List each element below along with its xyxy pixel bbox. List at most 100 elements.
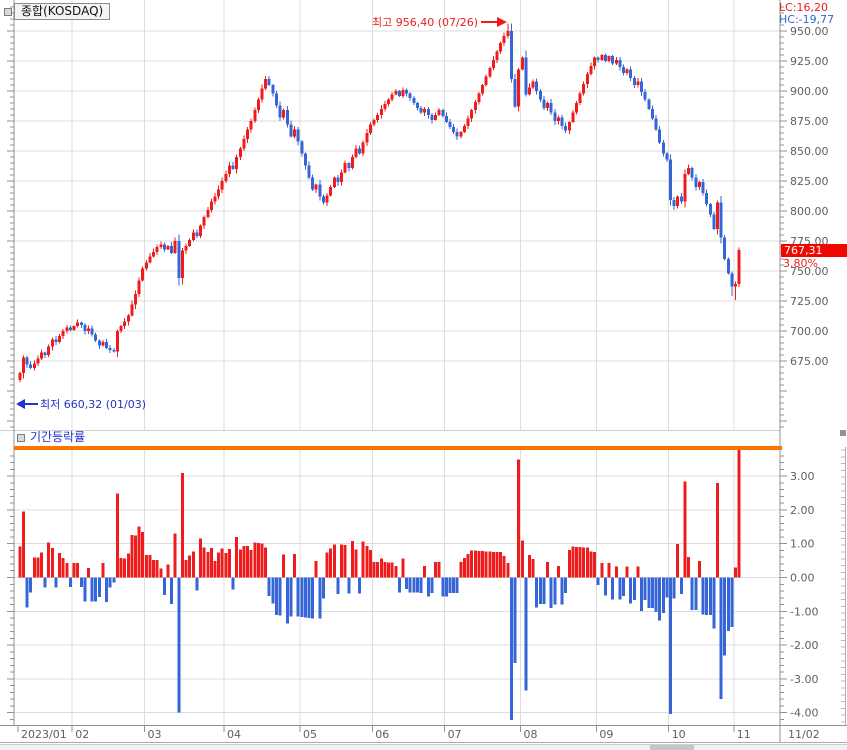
price-tick-label: 750.00 [790, 265, 829, 278]
candle-body [340, 172, 344, 183]
candle-body [708, 203, 712, 215]
pct-tick-label: 2.00 [790, 504, 815, 517]
candle-body [614, 59, 618, 64]
horizontal-scrollbar-track[interactable] [0, 744, 847, 750]
candle-body [260, 88, 264, 100]
candle-body [524, 57, 528, 95]
candle-body [238, 148, 242, 157]
x-axis-tick-label: 03 [148, 728, 162, 741]
candle-body [162, 244, 166, 250]
candle-body [426, 109, 430, 115]
candle-body [332, 177, 336, 187]
candle-body [144, 262, 148, 269]
change-bar [488, 551, 492, 578]
candle-body [372, 119, 376, 125]
candle-body [65, 327, 69, 331]
change-bar [340, 544, 344, 578]
candle-body [217, 189, 221, 197]
price-tick-label: 950.00 [790, 25, 829, 38]
high-annotation-arrow-head [497, 17, 507, 27]
change-bar [408, 577, 412, 593]
change-bar [397, 577, 401, 593]
candle-body [441, 110, 445, 117]
symbol-legend-icon[interactable] [4, 8, 12, 16]
change-bar [405, 577, 409, 589]
candle-body [184, 245, 188, 251]
change-bar [509, 577, 513, 720]
candle-body [629, 69, 633, 78]
change-bar [593, 551, 597, 578]
candle-body [394, 91, 398, 95]
change-bar [640, 577, 644, 612]
change-bar [246, 546, 250, 578]
candle-body [307, 165, 311, 178]
change-bar [585, 547, 589, 578]
price-tick-label: 850.00 [790, 145, 829, 158]
change-bar [607, 562, 611, 578]
candle-body [227, 165, 231, 174]
candle-body [76, 322, 80, 327]
candle-body [155, 247, 159, 252]
candle-body [32, 363, 36, 369]
change-bar [336, 577, 340, 594]
candle-body [462, 125, 466, 132]
candle-body [705, 193, 709, 204]
change-bar [473, 550, 477, 578]
x-axis-end-label: 11/02 [788, 728, 820, 741]
change-bar [155, 559, 159, 578]
change-bar [137, 526, 141, 578]
panel2-legend-icon[interactable] [17, 434, 25, 442]
x-axis-tick-label: 10 [672, 728, 686, 741]
change-bar [191, 551, 195, 578]
change-bar [105, 577, 109, 602]
candle-body [542, 99, 546, 108]
candle-body [687, 167, 691, 174]
candle-body [119, 326, 123, 331]
candle-body [397, 91, 401, 96]
candle-body [712, 214, 716, 229]
change-bar [249, 550, 253, 578]
panel-splitter-handle[interactable] [840, 430, 846, 436]
x-axis-tick-label: 2023/01 [21, 728, 67, 741]
change-bar [177, 577, 181, 713]
change-bar [636, 566, 640, 578]
change-bar [296, 577, 300, 617]
change-bar [694, 577, 698, 611]
candle-body [296, 129, 300, 142]
candle-body [676, 196, 680, 207]
change-bar [622, 577, 626, 596]
candle-body [365, 133, 369, 143]
change-bar [90, 577, 94, 602]
candle-body [231, 165, 235, 169]
candle-body [650, 109, 654, 119]
change-bar [376, 562, 380, 578]
candle-body [499, 43, 503, 52]
change-bar [224, 552, 228, 578]
candle-body [293, 129, 297, 137]
change-bar [387, 562, 391, 578]
candle-body [647, 99, 651, 109]
candle-body [564, 125, 568, 131]
change-bar [293, 553, 297, 578]
candle-body [108, 347, 112, 351]
lc-value: LC:16,20 [779, 1, 829, 14]
change-bar [690, 577, 694, 610]
change-bar [159, 568, 163, 578]
price-tick-label: 725.00 [790, 295, 829, 308]
change-bar [679, 577, 683, 595]
change-bar [419, 577, 423, 593]
candle-body [278, 105, 282, 118]
horizontal-scrollbar-thumb[interactable] [650, 745, 694, 750]
symbol-label[interactable]: 종합(KOSDAQ) [14, 3, 111, 20]
change-bar [209, 547, 213, 578]
candle-body [130, 304, 134, 316]
candle-body [567, 122, 571, 131]
hc-value: HC:-19,77 [779, 13, 835, 26]
panel2-title[interactable]: 기간등락률 [30, 430, 86, 444]
candle-body [43, 352, 47, 355]
price-tick-label: 800.00 [790, 205, 829, 218]
candle-body [267, 79, 271, 85]
candle-body [546, 103, 550, 108]
change-bar [481, 551, 485, 578]
